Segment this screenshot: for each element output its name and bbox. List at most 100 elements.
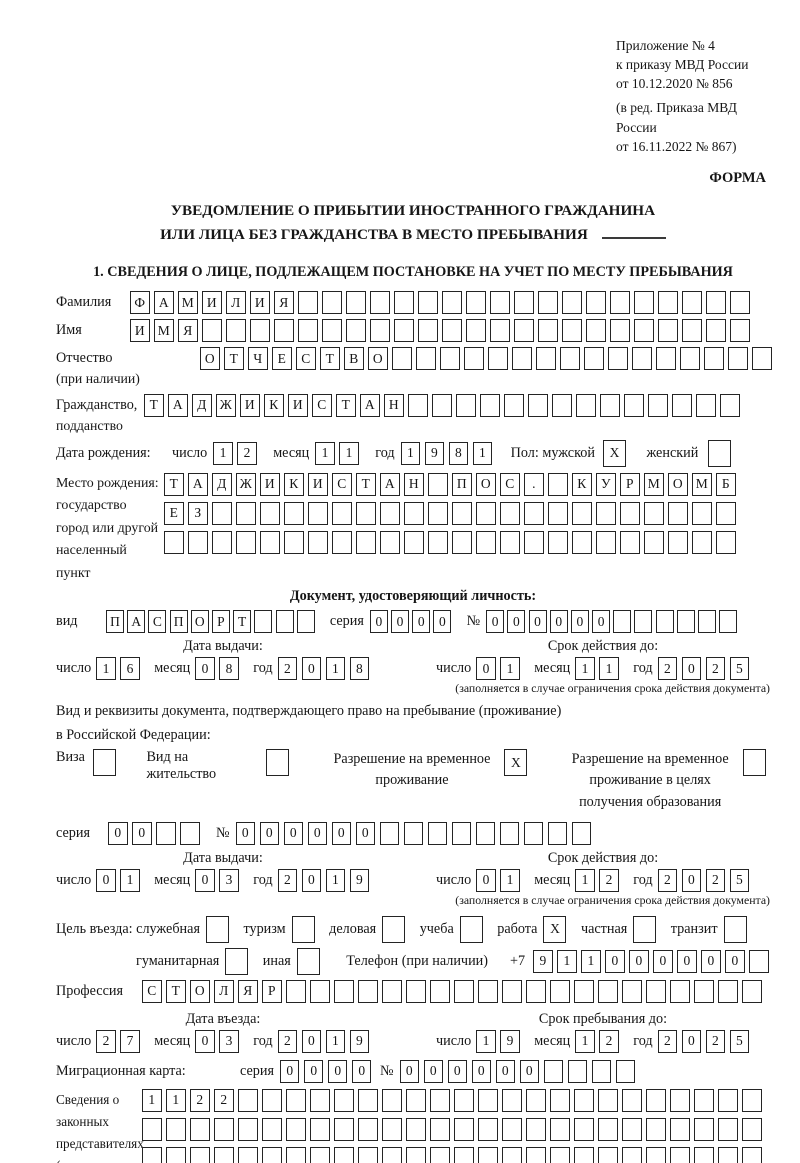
- char-cell[interactable]: П: [106, 610, 124, 633]
- char-cell[interactable]: [670, 1146, 690, 1163]
- char-cell[interactable]: [346, 291, 366, 315]
- char-cell[interactable]: [694, 1088, 714, 1112]
- char-cell[interactable]: [502, 1146, 522, 1163]
- char-cell[interactable]: И: [250, 291, 270, 315]
- char-cell[interactable]: А: [188, 472, 208, 496]
- char-cell[interactable]: [166, 1117, 186, 1141]
- char-cell[interactable]: [552, 393, 572, 417]
- char-cell[interactable]: [406, 979, 426, 1003]
- char-cell[interactable]: [543, 1059, 564, 1083]
- char-cell[interactable]: Л: [226, 291, 246, 315]
- char-cell[interactable]: [548, 501, 568, 525]
- char-cell[interactable]: X: [543, 915, 567, 943]
- char-cell[interactable]: [286, 1117, 306, 1141]
- char-cell[interactable]: С: [332, 472, 352, 496]
- char-cell[interactable]: [416, 347, 436, 371]
- char-cell[interactable]: 1: [213, 441, 233, 465]
- char-cell[interactable]: [358, 1088, 378, 1112]
- char-cell[interactable]: [598, 979, 618, 1003]
- char-cell[interactable]: 0: [355, 821, 376, 845]
- char-cell[interactable]: 2: [214, 1088, 234, 1112]
- char-cell[interactable]: [622, 1117, 642, 1141]
- char-cell[interactable]: [692, 501, 712, 525]
- char-cell[interactable]: 1: [472, 441, 493, 465]
- char-cell[interactable]: [190, 1146, 210, 1163]
- char-cell[interactable]: 0: [108, 821, 128, 845]
- char-cell[interactable]: А: [360, 393, 380, 417]
- char-cell[interactable]: [730, 319, 750, 343]
- char-cell[interactable]: [260, 530, 280, 554]
- char-cell[interactable]: [560, 347, 580, 371]
- char-cell[interactable]: [718, 1088, 738, 1112]
- char-cell[interactable]: [536, 347, 556, 371]
- char-cell[interactable]: [456, 393, 476, 417]
- char-cell[interactable]: [584, 347, 604, 371]
- char-cell[interactable]: М: [154, 319, 174, 343]
- char-cell[interactable]: [742, 1117, 762, 1141]
- char-cell[interactable]: 0: [725, 949, 745, 973]
- char-cell[interactable]: [358, 979, 378, 1003]
- char-cell[interactable]: [310, 1088, 330, 1112]
- char-cell[interactable]: [728, 347, 748, 371]
- char-cell[interactable]: Н: [404, 472, 424, 496]
- char-cell[interactable]: [514, 319, 534, 343]
- char-cell[interactable]: 0: [507, 610, 526, 633]
- char-cell[interactable]: [370, 291, 390, 315]
- char-cell[interactable]: Е: [164, 501, 184, 525]
- char-cell[interactable]: [610, 291, 630, 315]
- char-cell[interactable]: [706, 319, 726, 343]
- char-cell[interactable]: 0: [279, 1059, 300, 1083]
- char-cell[interactable]: [576, 393, 596, 417]
- char-cell[interactable]: [615, 1059, 636, 1083]
- char-cell[interactable]: [430, 1146, 450, 1163]
- char-cell[interactable]: 9: [533, 949, 553, 973]
- char-cell[interactable]: [548, 472, 568, 496]
- char-cell[interactable]: [752, 347, 772, 371]
- char-cell[interactable]: А: [380, 472, 400, 496]
- char-cell[interactable]: [334, 979, 354, 1003]
- char-cell[interactable]: 8: [349, 657, 370, 680]
- char-cell[interactable]: [526, 979, 546, 1003]
- char-cell[interactable]: [648, 393, 668, 417]
- char-cell[interactable]: Я: [274, 291, 294, 315]
- char-cell[interactable]: [358, 1117, 378, 1141]
- char-cell[interactable]: [310, 979, 330, 1003]
- char-cell[interactable]: 0: [476, 657, 496, 680]
- char-cell[interactable]: [382, 1146, 402, 1163]
- char-cell[interactable]: 0: [570, 610, 589, 633]
- char-cell[interactable]: [406, 1117, 426, 1141]
- char-cell[interactable]: О: [368, 347, 388, 371]
- char-cell[interactable]: [408, 393, 428, 417]
- char-cell[interactable]: [403, 821, 424, 845]
- char-cell[interactable]: [262, 1117, 282, 1141]
- char-cell[interactable]: 1: [120, 868, 140, 892]
- char-cell[interactable]: [250, 319, 270, 343]
- char-cell[interactable]: [298, 291, 318, 315]
- char-cell[interactable]: [720, 393, 740, 417]
- char-cell[interactable]: Я: [238, 979, 258, 1003]
- char-cell[interactable]: [346, 319, 366, 343]
- char-cell[interactable]: [723, 915, 747, 943]
- char-cell[interactable]: 0: [519, 1059, 540, 1083]
- char-cell[interactable]: [682, 291, 702, 315]
- char-cell[interactable]: [655, 610, 674, 633]
- char-cell[interactable]: 1: [96, 657, 116, 680]
- char-cell[interactable]: 2: [657, 657, 678, 680]
- char-cell[interactable]: [680, 347, 700, 371]
- char-cell[interactable]: [670, 979, 690, 1003]
- char-cell[interactable]: [499, 821, 520, 845]
- char-cell[interactable]: 0: [301, 868, 322, 892]
- char-cell[interactable]: [406, 1146, 426, 1163]
- char-cell[interactable]: [451, 821, 472, 845]
- char-cell[interactable]: А: [127, 610, 146, 633]
- char-cell[interactable]: [284, 501, 304, 525]
- char-cell[interactable]: [332, 501, 352, 525]
- char-cell[interactable]: [526, 1146, 546, 1163]
- char-cell[interactable]: И: [130, 319, 150, 343]
- char-cell[interactable]: О: [190, 610, 209, 633]
- char-cell[interactable]: [526, 1117, 546, 1141]
- char-cell[interactable]: [286, 1088, 306, 1112]
- char-cell[interactable]: [502, 979, 522, 1003]
- char-cell[interactable]: [156, 821, 176, 845]
- char-cell[interactable]: [454, 1088, 474, 1112]
